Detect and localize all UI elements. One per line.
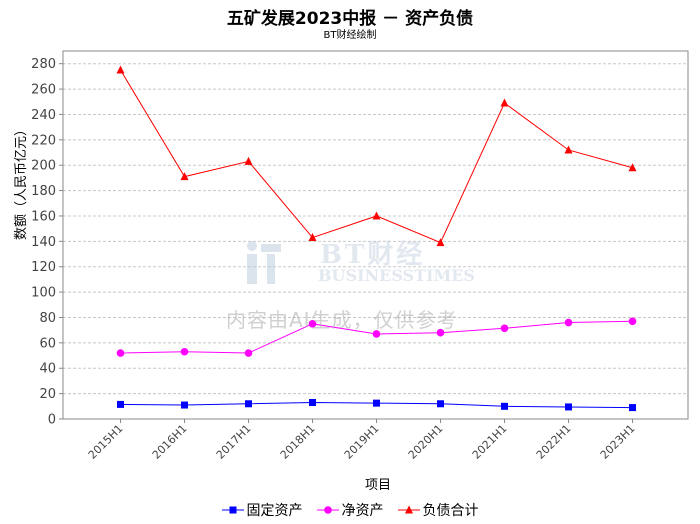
x-axis-label: 项目: [365, 478, 391, 493]
y-tick-label: 20: [39, 387, 56, 402]
y-tick-label: 0: [48, 413, 56, 428]
y-tick-label: 140: [31, 235, 56, 250]
x-tick-label: 2020H1: [406, 422, 446, 462]
data-point: [180, 347, 189, 356]
data-point: [373, 399, 380, 407]
data-point: [244, 349, 253, 357]
series-2: [116, 65, 637, 247]
series-1: [116, 317, 637, 357]
data-point: [117, 400, 124, 408]
x-tick-label: 2022H1: [534, 422, 574, 462]
x-tick-label: 2021H1: [470, 422, 510, 462]
legend-square-marker-icon: [221, 506, 244, 514]
data-point: [564, 145, 573, 154]
data-point: [180, 172, 189, 181]
legend-item-net-assets: 净资产: [316, 500, 384, 520]
y-tick-label: 240: [31, 108, 56, 123]
legend-item-total-liabilities: 负债合计: [397, 500, 479, 520]
y-tick-label: 220: [31, 133, 56, 148]
data-point: [500, 324, 509, 333]
x-tick-label: 2016H1: [150, 422, 190, 462]
y-tick-label: 260: [31, 83, 56, 98]
legend-label: 固定资产: [246, 503, 303, 519]
data-point: [245, 400, 252, 408]
y-tick-label: 60: [39, 336, 56, 351]
data-point: [436, 328, 445, 337]
x-tick-label: 2018H1: [278, 422, 318, 462]
y-tick-label: 80: [39, 311, 56, 326]
data-point: [500, 98, 509, 107]
data-point: [244, 156, 253, 165]
data-point: [309, 399, 316, 407]
series-lines: [116, 65, 637, 412]
legend-circle-marker-icon: [316, 506, 339, 514]
y-tick-label: 160: [31, 209, 56, 224]
legend-triangle-marker-icon: [397, 505, 420, 514]
data-point: [181, 401, 188, 409]
chart-legend: 固定资产 净资产 负债合计: [0, 500, 700, 520]
y-tick-label: 120: [31, 260, 56, 275]
y-tick-label: 200: [31, 159, 56, 174]
plot-area-border: [62, 50, 689, 420]
chart-subtitle: BT财经绘制: [323, 30, 377, 41]
data-point: [436, 238, 445, 247]
chart-title: 五矿发展2023中报 － 资产负债: [226, 9, 474, 29]
data-point: [565, 403, 572, 411]
legend-label: 负债合计: [422, 503, 479, 519]
data-point: [628, 163, 637, 172]
data-point: [372, 330, 381, 338]
x-tick-label: 2017H1: [214, 422, 254, 462]
y-tick-label: 40: [39, 362, 56, 377]
y-tick-label: 280: [31, 57, 56, 72]
data-point: [628, 317, 637, 326]
gridlines: [63, 63, 688, 395]
data-point: [629, 404, 636, 412]
y-tick-label: 100: [31, 286, 56, 301]
series-0: [117, 399, 636, 412]
data-point: [308, 320, 317, 328]
x-tick-label: 2015H1: [86, 422, 126, 462]
data-point: [116, 65, 125, 74]
data-point: [564, 318, 573, 327]
x-tick-label: 2019H1: [342, 422, 382, 462]
legend-item-fixed-assets: 固定资产: [221, 500, 303, 520]
data-point: [116, 349, 125, 357]
y-tick-label: 180: [31, 184, 56, 199]
data-point: [501, 402, 508, 410]
data-point: [372, 211, 381, 220]
legend-label: 净资产: [341, 503, 384, 519]
x-tick-label: 2023H1: [598, 422, 638, 462]
data-point: [437, 400, 444, 408]
data-point: [308, 233, 317, 242]
